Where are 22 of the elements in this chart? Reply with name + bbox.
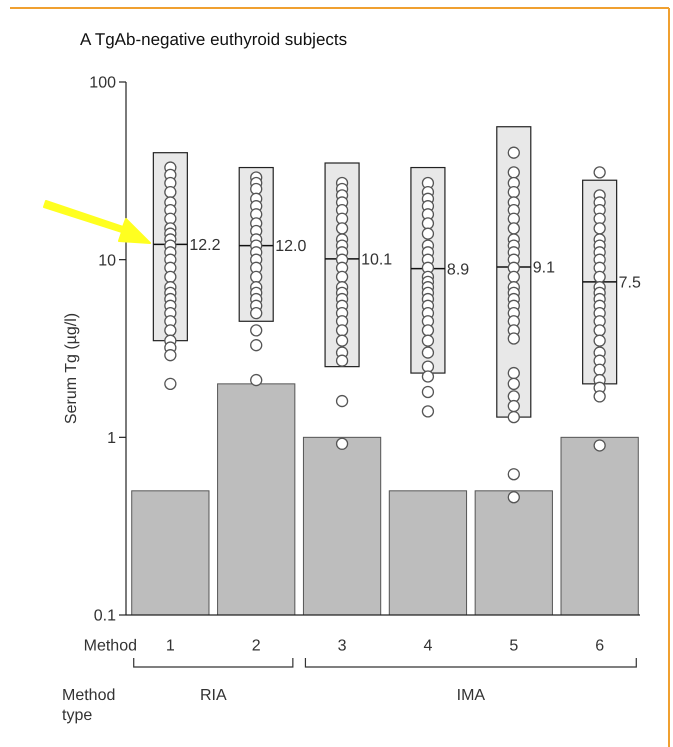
text: RIA	[200, 687, 227, 704]
text: 10.1	[361, 252, 392, 268]
x-tick-label: 2	[252, 638, 261, 655]
x-axis-title: Method	[84, 638, 137, 655]
text: 7.5	[618, 274, 641, 292]
text: IMA	[456, 687, 486, 704]
text: 9.1	[532, 260, 556, 277]
text: Method type	[62, 687, 116, 724]
y-tick-label: 10	[98, 252, 116, 270]
y-tick-label: 0.1	[94, 608, 116, 625]
y-tick-label: 100	[89, 74, 116, 92]
y-tick-label: 1	[107, 430, 116, 447]
text: 8.9	[446, 261, 470, 278]
y-axis-title: Serum Tg (µg/l)	[63, 312, 80, 424]
text: 12.0	[275, 238, 306, 256]
x-tick-label: 1	[166, 638, 175, 655]
x-tick-label: 3	[338, 638, 347, 655]
x-tick-label: 5	[509, 638, 518, 655]
x-tick-label: 4	[423, 638, 432, 655]
text: 12.2	[189, 236, 220, 254]
x-tick-label: 6	[595, 638, 604, 655]
chart-title: A TgAb-negative euthyroid subjects	[80, 30, 348, 49]
